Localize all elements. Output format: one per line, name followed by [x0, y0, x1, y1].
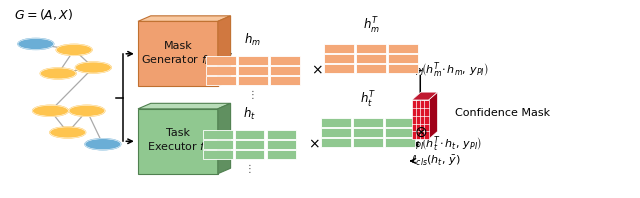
Bar [235, 140, 264, 149]
Bar [324, 54, 354, 63]
Text: Mask
Generator $f_m$: Mask Generator $f_m$ [141, 41, 214, 67]
Text: $\times$: $\times$ [308, 137, 319, 151]
Circle shape [40, 68, 76, 79]
FancyBboxPatch shape [138, 109, 218, 174]
Bar [385, 128, 415, 137]
Text: $\otimes$: $\otimes$ [413, 125, 427, 140]
Text: Task
Executor $f_t$: Task Executor $f_t$ [147, 128, 209, 154]
Text: ···: ··· [335, 128, 344, 137]
Bar [235, 130, 264, 139]
Bar [356, 54, 386, 63]
Bar [270, 66, 300, 75]
Bar [267, 130, 296, 139]
Bar [385, 118, 415, 127]
Bar [321, 128, 351, 137]
Text: $h_m^T$: $h_m^T$ [363, 16, 380, 36]
Bar [206, 76, 236, 85]
Bar [353, 118, 383, 127]
Text: $\ell_{cls}(h_t,\,\bar{y})$: $\ell_{cls}(h_t,\,\bar{y})$ [412, 154, 461, 168]
Text: Confidence Mask: Confidence Mask [456, 108, 550, 118]
Bar [353, 138, 383, 147]
Bar [267, 149, 296, 159]
Polygon shape [218, 16, 230, 86]
Bar [203, 149, 232, 159]
Circle shape [18, 38, 54, 50]
Bar [353, 128, 383, 137]
Bar [206, 66, 236, 75]
FancyBboxPatch shape [138, 21, 218, 86]
Bar [321, 118, 351, 127]
Text: ⋮: ⋮ [248, 90, 258, 100]
Polygon shape [138, 16, 230, 21]
Bar [267, 140, 296, 149]
Bar [203, 140, 232, 149]
Bar [206, 56, 236, 65]
Text: $\ell_{PI}\!\left(h_t^T\!\cdot h_t,\,y_{PI}\right)$: $\ell_{PI}\!\left(h_t^T\!\cdot h_t,\,y_{… [412, 134, 483, 154]
Bar [321, 138, 351, 147]
Polygon shape [429, 92, 438, 139]
Bar [388, 44, 418, 53]
Bar [356, 64, 386, 73]
Polygon shape [412, 92, 438, 100]
Bar [238, 76, 268, 85]
Bar [270, 56, 300, 65]
Bar [235, 149, 264, 159]
Circle shape [33, 105, 68, 116]
Circle shape [85, 139, 121, 150]
Circle shape [56, 44, 92, 55]
Bar [356, 44, 386, 53]
Bar [324, 44, 354, 53]
Text: $\ell_{PI}\!\left(h_m^T\!\cdot h_m,\,y_{PI}\right)$: $\ell_{PI}\!\left(h_m^T\!\cdot h_m,\,y_{… [412, 61, 489, 80]
Text: $\times$: $\times$ [311, 64, 323, 77]
Circle shape [69, 105, 105, 116]
Bar [270, 76, 300, 85]
Polygon shape [218, 103, 230, 174]
Bar [324, 64, 354, 73]
Circle shape [76, 62, 111, 73]
Text: $h_t$: $h_t$ [243, 106, 256, 122]
Text: $G = (A, X)$: $G = (A, X)$ [15, 7, 74, 22]
Text: $h_t^T$: $h_t^T$ [360, 90, 376, 110]
Bar [388, 54, 418, 63]
Polygon shape [138, 103, 230, 109]
Bar [412, 100, 429, 139]
Bar [203, 130, 232, 139]
Text: ⋮: ⋮ [245, 164, 255, 174]
Bar [388, 64, 418, 73]
Circle shape [50, 127, 86, 138]
Text: ···: ··· [338, 54, 347, 64]
Text: $h_m$: $h_m$ [244, 32, 261, 48]
Bar [385, 138, 415, 147]
Bar [238, 66, 268, 75]
Bar [238, 56, 268, 65]
